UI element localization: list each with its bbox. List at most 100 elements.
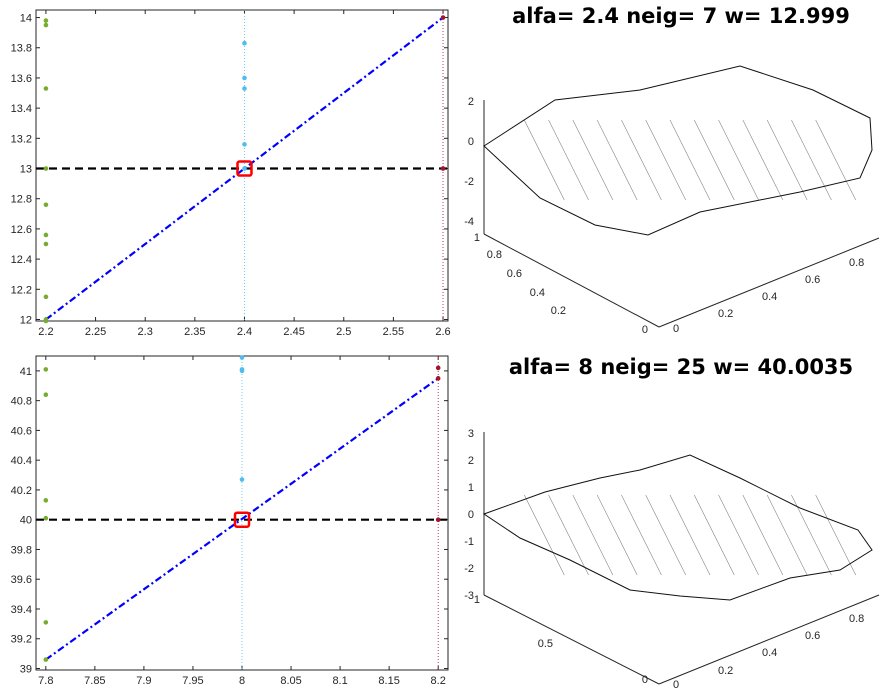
mesh-line [815,119,856,201]
interpolation-line [45,16,444,321]
surface-bottom-mesh [482,454,873,601]
z-tick-label: 2 [468,96,474,108]
z-tick-label: -2 [464,563,474,575]
eigenvalue-point [242,166,247,171]
eigenvalue-point [242,40,247,46]
mesh-line [669,119,711,201]
eigenvalue-point [242,75,247,81]
x-tick-label: 7.95 [182,675,203,687]
y-tick-label: 41 [20,366,32,378]
x-tick-label: 0.8 [849,613,864,625]
eigenvalue-plot-top: 2.2 2.25 2.3 2.35 2.4 2.45 2.5 2.55 2.6 12 12.2 12.… [11,9,451,338]
eigenvalue-point [43,317,49,322]
x-tick-label: 0.2 [718,665,733,677]
z-tick-label: 2 [468,455,474,467]
eigenvalue-point [43,294,49,300]
mesh-line [791,119,832,201]
eigenvalue-point [440,15,446,20]
mesh-line [621,494,662,576]
eigenvalue-point [43,515,49,521]
eigenvalue-point [43,18,49,23]
x-tick-label: 0.2 [718,308,733,320]
surface-bottom-outline [482,454,873,601]
y-tick-label: 0.2 [551,305,566,317]
mesh-line [766,494,808,576]
x-tick-label: 0.4 [762,647,777,659]
x-tick-label: 8 [239,675,245,687]
mesh-line [645,494,686,576]
y-tick-label: 39.6 [11,574,32,586]
y-tick-label: 39.4 [11,604,32,616]
surface-top-mesh [483,65,873,236]
x-tick-label: 0.6 [805,630,820,642]
y-tick-label: 0 [642,324,648,336]
y-tick-label: 0.5 [538,638,553,650]
y-tick-label: 13.6 [11,73,32,85]
mesh-line [742,494,784,576]
eigenvalue-point [43,367,49,372]
y-tick-label: 13.8 [11,43,32,55]
surface-plot-top: alfa= 2.4 neig= 7 w= 12.999 2 0 -2 -41 0.8 0.… [464,4,880,336]
x-tick-label: 2.3 [138,326,153,338]
eigenvalue-point [43,657,49,662]
mesh-line [766,119,808,201]
eigenvalue-point [239,355,245,360]
z-tick-label: 3 [468,428,474,440]
y-tick-label: 1 [474,594,480,606]
surface-bottom-title: alfa= 8 neig= 25 w= 40.0035 [509,355,853,379]
y-tick-label: 14 [20,13,32,25]
mesh-line [694,494,735,576]
eigenvalue-point [435,376,441,381]
y-tick-label: 12 [20,314,32,326]
mesh-line [548,494,589,576]
eigenvalue-plot-bottom-marks: 7.8 7.85 7.9 7.95 8 8.05 8.1 8.15 8.2 39 39.2 39.4 3… [11,355,448,687]
x-tick-label: 7.8 [38,675,53,687]
mesh-line [718,119,759,201]
x-tick-label: 2.6 [435,326,450,338]
y-tick-label: 40.4 [11,455,32,467]
eigenvalue-point [435,365,441,371]
mesh-line [742,119,784,201]
x-tick-label: 2.4 [237,326,252,338]
y-tick-label: 12.2 [11,284,32,296]
x-tick-label: 2.35 [184,326,205,338]
eigenvalue-point [43,166,49,171]
y-tick-label: 12.4 [11,254,32,266]
eigenvalue-point [43,241,49,247]
eigenvalue-point [43,392,49,397]
eigenvalue-point [43,202,49,208]
x-tick-label: 2.45 [283,326,304,338]
mesh-line [524,119,565,201]
mesh-line [669,494,711,576]
eigenvalue-point [43,498,49,503]
y-tick-label: 40.8 [11,396,32,408]
y-tick-label: 40.6 [11,425,32,437]
surface-top-title: alfa= 2.4 neig= 7 w= 12.999 [512,4,850,28]
eigenvalue-point [43,232,49,238]
z-tick-label: -4 [464,216,474,228]
surface-top-ticks: 2 0 -2 -41 0.8 0.6 0.4 0.2 0 0 0.2 0.4 0.6 0.8 [464,96,864,336]
selected-eigenvalue-marker [233,511,251,528]
x-tick-label: 7.9 [136,675,151,687]
mesh-line [572,494,614,576]
x-tick-label: 7.85 [84,675,105,687]
z-tick-label: -1 [464,536,474,548]
x-tick-label: 2.55 [383,326,404,338]
y-tick-label: 40 [20,515,32,527]
x-tick-label: 8.1 [332,675,347,687]
mesh-line [572,119,614,201]
eigenvalue-plot-top-marks: 2.2 2.25 2.3 2.35 2.4 2.45 2.5 2.55 2.6 12 12.2 12.… [11,10,451,338]
eigenvalue-plot-bottom: 7.8 7.85 7.9 7.95 8 8.05 8.1 8.15 8.2 39 39.2 39.4 3… [11,355,449,687]
z-tick-label: 0 [468,136,474,148]
eigenvalue-point [43,22,49,28]
mesh-line [621,119,662,201]
eigenvalue-point [43,620,49,625]
eigenvalue-point [242,142,247,147]
mesh-line [694,119,735,201]
x-tick-label: 2.2 [38,326,53,338]
z-tick-label: 0 [468,509,474,521]
mesh-line [596,494,638,576]
eigenvalue-point [239,477,245,482]
mesh-line [791,494,832,576]
